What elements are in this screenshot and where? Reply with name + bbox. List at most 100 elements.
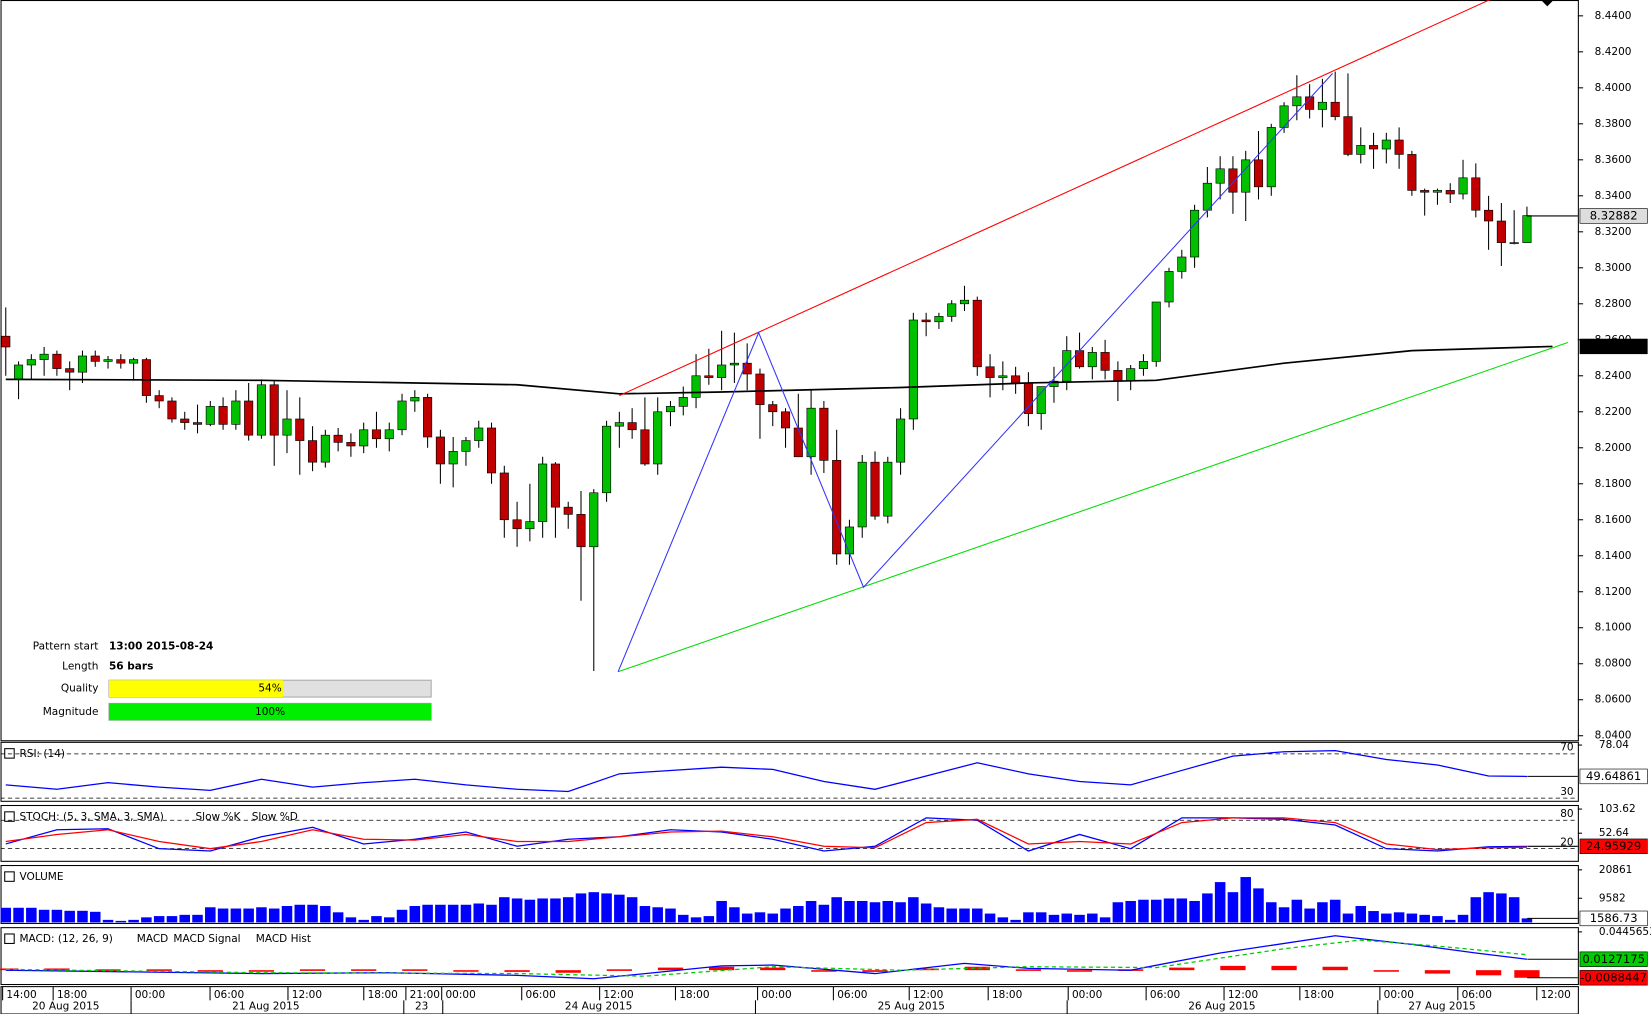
volume-bar bbox=[729, 907, 740, 923]
y-tick-label: 8.3800 bbox=[1595, 118, 1632, 130]
y-tick-label: 8.1400 bbox=[1595, 550, 1632, 562]
value-box bbox=[1579, 338, 1648, 355]
candle-body bbox=[742, 362, 752, 375]
legend-entry: MACD Signal bbox=[173, 933, 240, 945]
candle-body bbox=[39, 353, 49, 360]
date-label: 21 Aug 2015 bbox=[232, 1001, 299, 1013]
y-tick-label: 20861 bbox=[1599, 864, 1632, 876]
time-label: 12:00 bbox=[913, 989, 943, 1001]
candle-body bbox=[576, 514, 586, 548]
volume-bar bbox=[524, 899, 536, 923]
candle-body bbox=[691, 375, 701, 398]
hist-bar bbox=[197, 970, 223, 972]
y-tick-label: 8.2200 bbox=[1595, 406, 1632, 418]
meter-label: 100% bbox=[255, 706, 285, 718]
volume-bar bbox=[1061, 913, 1073, 923]
panel-title: MACD: (12, 26, 9) bbox=[19, 933, 112, 945]
volume-bar bbox=[64, 910, 75, 923]
hist-bar bbox=[1424, 970, 1451, 974]
volume-bar bbox=[1304, 908, 1315, 923]
volume-bar bbox=[422, 904, 433, 923]
y-tick-label: 8.0600 bbox=[1595, 694, 1632, 706]
candle-body bbox=[1087, 352, 1097, 368]
candle-body bbox=[998, 375, 1008, 378]
volume-bar bbox=[639, 906, 651, 923]
candle-body bbox=[308, 440, 318, 463]
volume-bar bbox=[281, 906, 293, 923]
candle-body bbox=[985, 366, 995, 378]
volume-bar bbox=[345, 917, 357, 923]
candle-body bbox=[1215, 168, 1225, 184]
candle-body bbox=[602, 425, 612, 494]
volume-bar bbox=[1342, 913, 1354, 923]
volume-bar bbox=[499, 897, 510, 923]
candle-body bbox=[1151, 301, 1161, 362]
time-label: 12:00 bbox=[1541, 989, 1571, 1001]
candle-body bbox=[103, 359, 113, 362]
candle-body bbox=[1, 335, 11, 348]
volume-bar bbox=[767, 913, 779, 923]
date-label: 20 Aug 2015 bbox=[32, 1001, 99, 1013]
volume-bar bbox=[1099, 917, 1111, 923]
volume-bar bbox=[1278, 907, 1290, 923]
candle-body bbox=[844, 526, 854, 555]
candle-body bbox=[665, 406, 676, 413]
volume-bar bbox=[626, 897, 638, 923]
y-tick-label: 8.1000 bbox=[1595, 622, 1632, 634]
volume-bar bbox=[383, 917, 395, 923]
volume-bar bbox=[511, 898, 523, 923]
level-label: 20 bbox=[1560, 836, 1573, 848]
candle-body bbox=[244, 400, 254, 436]
candle-body bbox=[295, 418, 305, 441]
candle-body bbox=[154, 395, 164, 402]
candle-body bbox=[90, 355, 100, 362]
y-tick-label: 8.2800 bbox=[1595, 298, 1632, 310]
volume-bar bbox=[1291, 899, 1303, 923]
panel-title: STOCH: (5, 3, SMA, 3, SMA) bbox=[19, 811, 163, 823]
volume-bar bbox=[1483, 892, 1494, 923]
candle-body bbox=[256, 384, 266, 436]
candle-body bbox=[1138, 361, 1148, 369]
hist-bar bbox=[351, 969, 377, 971]
date-label: 27 Aug 2015 bbox=[1408, 1001, 1475, 1013]
time-label: 00:00 bbox=[1072, 989, 1102, 1001]
volume-bar bbox=[153, 916, 165, 923]
volume-bar bbox=[26, 907, 37, 923]
candle-body bbox=[1420, 190, 1430, 193]
info-value: 56 bars bbox=[109, 661, 153, 673]
scroll-marker bbox=[1540, 0, 1554, 7]
candle-body bbox=[77, 355, 87, 373]
hist-bar bbox=[913, 968, 939, 971]
value-box bbox=[1579, 970, 1648, 986]
candle-body bbox=[1509, 242, 1519, 244]
volume-bar bbox=[89, 911, 101, 923]
candle-body bbox=[384, 429, 394, 440]
candle-body bbox=[1075, 350, 1085, 368]
y-tick-label: 8.3600 bbox=[1595, 154, 1632, 166]
volume-bar bbox=[1521, 918, 1533, 923]
candle-body bbox=[793, 427, 803, 458]
candle-body bbox=[1266, 127, 1276, 188]
volume-bar bbox=[409, 906, 421, 923]
volume-bar bbox=[268, 908, 280, 923]
candle-body bbox=[231, 400, 241, 425]
candle-body bbox=[1011, 375, 1021, 384]
panel-frame bbox=[0, 865, 1579, 924]
y-tick-label: 9582 bbox=[1599, 892, 1626, 904]
volume-bar bbox=[1125, 900, 1136, 923]
volume-bar bbox=[1457, 914, 1469, 923]
hist-bar bbox=[1169, 967, 1195, 971]
volume-bar bbox=[166, 916, 178, 923]
hist-bar bbox=[299, 969, 326, 971]
candle-body bbox=[934, 316, 944, 323]
value-label: 8.25632 bbox=[1590, 339, 1638, 353]
y-tick-label: 8.2400 bbox=[1595, 370, 1632, 382]
meter-fill bbox=[108, 703, 432, 721]
candle-body bbox=[116, 359, 126, 364]
value-box bbox=[1579, 951, 1648, 967]
volume-bar bbox=[243, 908, 254, 923]
volume-bar bbox=[1189, 900, 1200, 923]
hist-bar bbox=[1271, 965, 1297, 971]
date-label: 23 bbox=[415, 1001, 428, 1013]
volume-bar bbox=[486, 904, 497, 923]
